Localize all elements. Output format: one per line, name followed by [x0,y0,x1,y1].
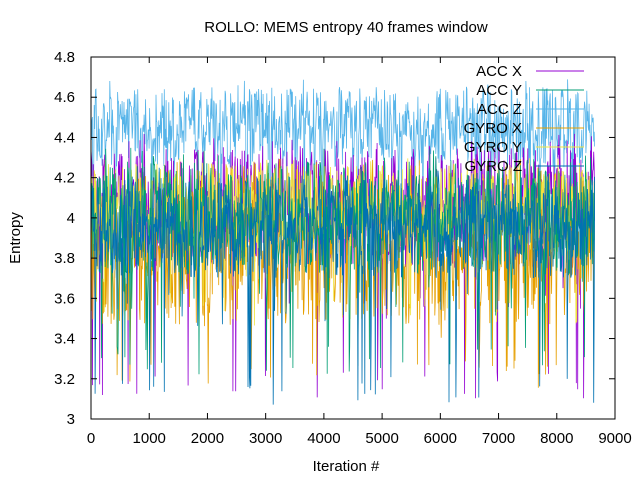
x-tick-label: 8000 [540,430,573,447]
series-line-acc-z [90,79,595,279]
chart-title: ROLLO: MEMS entropy 40 frames window [204,19,488,36]
legend-label: ACC Z [477,101,522,118]
legend-label: GYRO X [464,120,522,137]
x-tick-label: 5000 [365,430,398,447]
plot-frame [90,56,616,420]
x-tick-label: 7000 [482,430,515,447]
y-axis-label: Entropy [7,212,24,264]
series-line-gyro-z [90,167,595,405]
y-tick-label: 4.4 [54,129,75,146]
series-line-acc-y [90,147,595,375]
x-tick-label: 0 [87,430,95,447]
y-tick-label: 3 [67,411,75,428]
y-tick-label: 3.4 [54,331,75,348]
legend: ACC X ACC Y ACC Z GYRO X GYRO Y GYRO Z [464,63,584,175]
y-tick-label: 3.6 [54,290,75,307]
x-tick-label: 3000 [249,430,282,447]
legend-label: GYRO Z [464,158,522,175]
y-tick-label: 4.8 [54,49,75,66]
x-tick-label: 2000 [191,430,224,447]
x-tick-label: 9000 [598,430,631,447]
legend-label: ACC Y [476,82,522,99]
y-tick-label: 3.2 [54,371,75,388]
x-axis-label: Iteration # [313,458,380,475]
x-tick-label: 6000 [424,430,457,447]
x-tick-label: 4000 [307,430,340,447]
x-tick-label: 1000 [133,430,166,447]
plot-series [90,79,595,405]
y-axis: 3 3.2 3.4 3.6 3.8 4 4.2 4.4 4.6 4.8 [54,49,615,428]
y-tick-label: 4 [67,210,75,227]
y-tick-label: 3.8 [54,250,75,267]
y-tick-label: 4.2 [54,170,75,187]
y-tick-label: 4.6 [54,89,75,106]
x-axis: 0 1000 2000 3000 4000 5000 6000 7000 8000 9000 [87,57,632,447]
legend-label: GYRO Y [464,139,522,156]
legend-label: ACC X [476,63,522,80]
